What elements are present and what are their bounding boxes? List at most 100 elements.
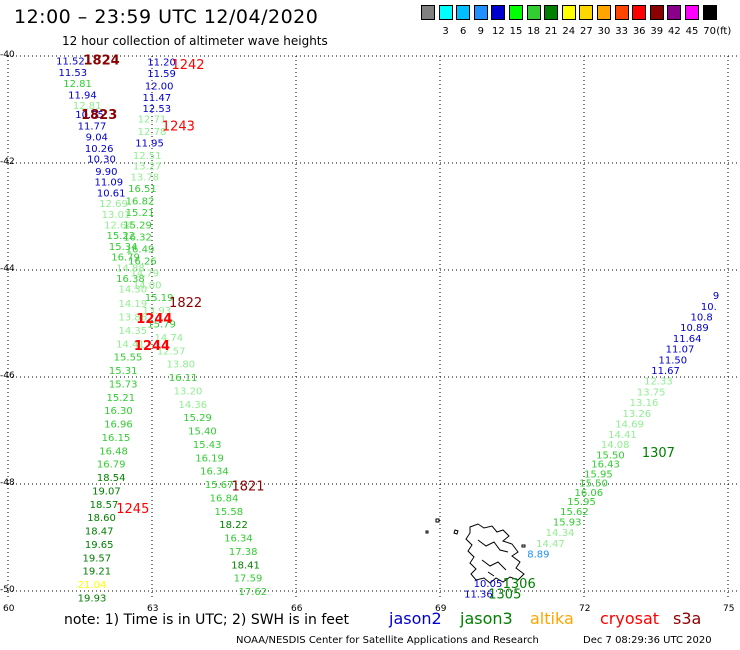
legend-unit: (ft) — [716, 26, 732, 37]
track-1: 11.5211.5312.8111.9412.8110.5511.779.041… — [56, 56, 147, 604]
wave-height-reading: 15.55 — [114, 353, 143, 364]
track-3: 10.0511.368.8914.4714.3415.9315.6215.951… — [464, 291, 719, 601]
wave-height-reading: 15.29 — [183, 413, 212, 424]
legend-label: 45 — [685, 26, 699, 37]
wave-height-reading: 15.21 — [126, 208, 155, 219]
legend-label: 18 — [527, 26, 540, 37]
wave-height-reading: 13.75 — [637, 387, 666, 398]
wave-height-reading: 16.84 — [210, 493, 239, 504]
wave-height-reading: 18.41 — [231, 560, 260, 571]
wave-height-reading: 13.27 — [133, 162, 162, 173]
wave-height-reading: 14.74 — [154, 333, 183, 344]
wave-height-reading: 12.51 — [133, 151, 162, 162]
legend-swatch — [491, 5, 506, 20]
pass-time-label: 1245 — [116, 502, 149, 517]
wave-height-reading: 8.89 — [527, 550, 549, 561]
wave-height-reading: 11.52 — [56, 56, 85, 67]
legend-swatch — [544, 5, 559, 20]
wave-height-reading: 15.31 — [109, 366, 138, 377]
islet — [435, 518, 440, 523]
lon-label: 75 — [723, 604, 735, 614]
satellite-altika: altika — [530, 609, 574, 628]
credit-text: NOAA/NESDIS Center for Satellite Applica… — [236, 635, 539, 646]
wave-height-reading: 15.34 — [109, 242, 138, 253]
lat-label: -48 — [0, 478, 15, 488]
islet — [425, 530, 429, 534]
lat-label: -44 — [0, 264, 15, 274]
wave-height-reading: 9.04 — [86, 132, 108, 143]
legend-swatch — [649, 5, 664, 20]
legend-label: 21 — [544, 26, 558, 37]
satellite-jason2: jason2 — [389, 609, 442, 628]
wave-height-reading: 16.48 — [99, 446, 128, 457]
pass-time-label: 1307 — [642, 446, 675, 461]
wave-height-reading: 17.59 — [234, 574, 263, 585]
wave-height-reading: 14.41 — [608, 430, 637, 441]
legend-label: 6 — [460, 26, 467, 37]
lat-label: -40 — [0, 50, 15, 60]
wave-height-reading: 11.09 — [94, 178, 123, 189]
wave-height-reading: 15.95 — [567, 497, 596, 508]
pass-time-label: 1822 — [169, 296, 202, 311]
wave-height-tracks: 11.5211.5312.8111.9412.8110.5511.779.041… — [56, 56, 719, 604]
wave-height-reading: 19.57 — [82, 553, 111, 564]
wave-height-reading: 14.36 — [178, 400, 207, 411]
lon-label: 72 — [579, 604, 591, 614]
legend-swatch — [561, 5, 576, 20]
islet — [521, 544, 526, 548]
wave-height-reading: 11.50 — [658, 355, 687, 366]
wave-height-reading: 16.34 — [224, 534, 253, 545]
pass-time-label: 1242 — [171, 58, 204, 73]
legend-label: 39 — [650, 26, 664, 37]
legend-swatch — [438, 5, 453, 20]
legend-label: 12 — [492, 26, 505, 37]
wave-height-reading: 14.08 — [601, 440, 630, 451]
wave-height-reading: 16.34 — [200, 467, 229, 478]
track-2: 11.2011.5912.0011.4712.5312.7112.7811.95… — [123, 57, 267, 598]
wave-height-reading: 15.19 — [145, 293, 174, 304]
wave-height-reading: 16.32 — [123, 232, 152, 243]
wave-height-reading: 14.41 — [116, 339, 145, 350]
lon-label: 63 — [147, 604, 159, 614]
wave-height-reading: 12.64 — [104, 221, 133, 232]
wave-height-reading: 19.07 — [92, 486, 121, 497]
legend-swatch — [526, 5, 541, 20]
legend-label: 30 — [597, 26, 611, 37]
wave-height-reading: 11.36 — [464, 590, 493, 601]
wave-height-reading: 10. — [701, 302, 717, 313]
island-outline — [465, 523, 525, 584]
wave-height-reading: 14.47 — [536, 539, 565, 550]
wave-height-reading: 19.65 — [85, 540, 114, 551]
wave-height-reading: 10.26 — [85, 144, 114, 155]
wave-height-reading: 13.80 — [166, 360, 195, 371]
legend-label: 70 — [703, 26, 716, 37]
wave-height-reading: 14.35 — [118, 326, 147, 337]
island-detail — [477, 539, 509, 577]
wave-height-reading: 18.60 — [87, 513, 116, 524]
wave-height-reading: 11.77 — [78, 122, 107, 133]
pass-time-label: 1306 — [503, 577, 536, 592]
wave-height-reading: 15.62 — [560, 507, 589, 518]
wave-height-reading: 11.64 — [673, 334, 702, 345]
wave-height-reading: 12.71 — [138, 115, 167, 126]
wave-height-reading: 13.78 — [130, 172, 159, 183]
wave-height-reading: 14.69 — [615, 420, 644, 431]
wave-height-reading: 13.01 — [102, 210, 131, 221]
wave-height-reading: 9.90 — [95, 167, 117, 178]
wave-height-reading: 12.00 — [145, 81, 174, 92]
wave-height-reading: 15.95 — [584, 469, 613, 480]
pass-time-label: 1823 — [81, 108, 117, 123]
wave-height-reading: 16.26 — [128, 256, 157, 267]
lon-label: 60 — [3, 604, 15, 614]
satellite-s3a: s3a — [673, 609, 702, 628]
lon-label: 69 — [435, 604, 447, 614]
wave-height-reading: 11.07 — [666, 345, 695, 356]
wave-height-reading: 15.79 — [147, 320, 176, 331]
kerguelen-island — [425, 518, 526, 584]
pass-time-label: 1244 — [136, 312, 172, 327]
wave-height-reading: 11.95 — [135, 139, 164, 150]
pass-time-label: 1243 — [162, 120, 195, 135]
wave-height-reading: 14.19 — [118, 299, 147, 310]
wave-height-reading: 12.78 — [138, 127, 167, 138]
